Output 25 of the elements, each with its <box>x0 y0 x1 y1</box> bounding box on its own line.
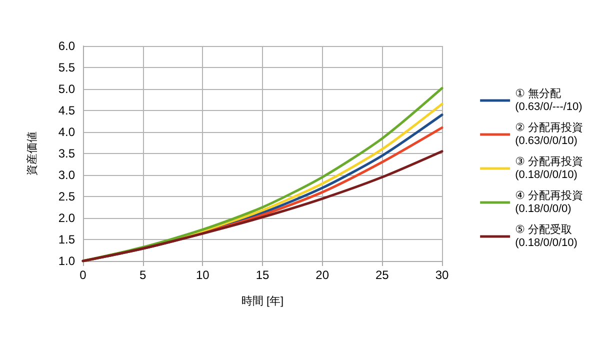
y-axis-title: 資産価値 <box>26 132 38 176</box>
legend-label: ① 無分配 (0.63/0/---/10) <box>515 88 582 113</box>
y-tick-label: 3.5 <box>58 146 76 160</box>
y-tick-label: 2.0 <box>58 211 76 225</box>
legend-label: ② 分配再投資 (0.63/0/0/10) <box>515 122 584 147</box>
y-tick-label: 4.5 <box>58 104 76 118</box>
y-tick-label: 4.0 <box>58 125 76 139</box>
x-tick-label: 10 <box>196 268 210 282</box>
x-tick-label: 20 <box>316 268 330 282</box>
x-tick-label: 0 <box>80 268 87 282</box>
y-tick-label: 1.0 <box>58 254 76 268</box>
y-tick-label: 2.5 <box>58 190 76 204</box>
y-tick-label: 1.5 <box>58 232 76 246</box>
x-tick-label: 15 <box>256 268 270 282</box>
x-axis-title: 時間 [年] <box>241 294 284 308</box>
y-tick-label: 5.0 <box>58 82 76 96</box>
legend-label: ⑤ 分配受取 (0.18/0/0/10) <box>515 223 578 249</box>
legend-label: ③ 分配再投資 (0.18/0/0/10) <box>515 156 584 181</box>
y-tick-label: 5.5 <box>58 60 76 74</box>
x-tick-label: 25 <box>375 268 390 282</box>
y-tick-label: 3.0 <box>58 168 76 182</box>
x-tick-label: 5 <box>139 268 146 282</box>
y-tick-label: 6.0 <box>58 39 76 53</box>
legend-label: ④ 分配再投資 (0.18/0/0/0) <box>515 190 584 215</box>
x-tick-label: 30 <box>435 268 449 282</box>
